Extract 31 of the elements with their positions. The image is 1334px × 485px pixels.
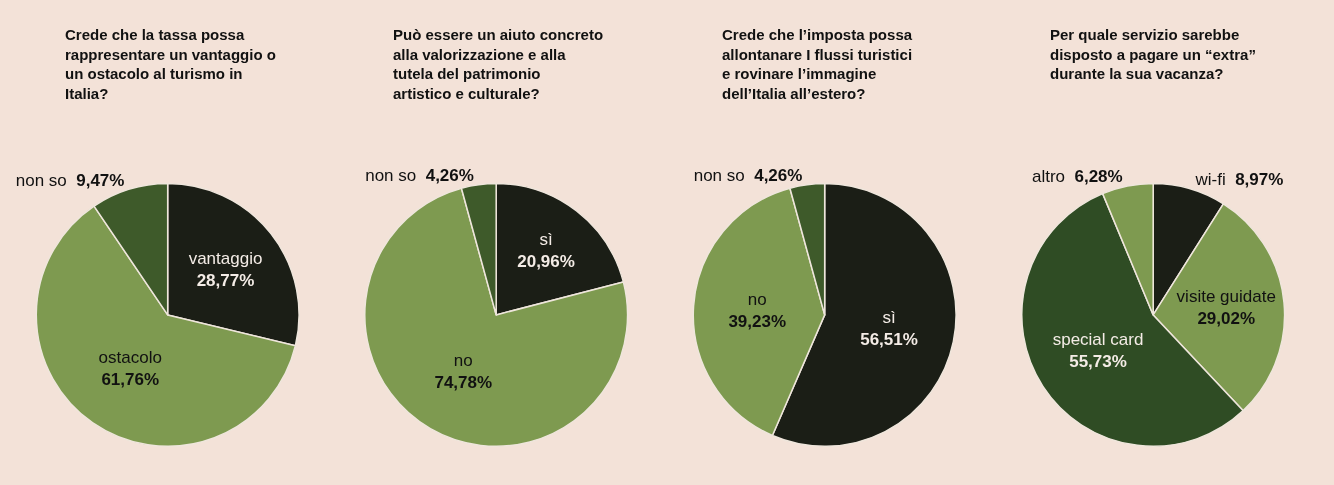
slice-label: sì — [539, 229, 553, 249]
data-label: 55,73% — [1069, 352, 1127, 372]
data-label: 74,78% — [434, 373, 493, 393]
data-label: 20,96% — [517, 252, 575, 271]
slice-label: sì — [882, 307, 896, 327]
slice-label: special card — [1052, 330, 1144, 350]
data-label: 56,51% — [860, 329, 918, 349]
chart-title: Può essere un aiuto concreto alla valorizzazione e alla tutela del patrimonio artistico e culturale? — [393, 26, 604, 102]
data-label: 6,28% — [1074, 167, 1123, 187]
chart-title: Crede che l’imposta possa allontanare I flussi turistici e rovinare l’immagine dell’Italia all’estero? — [722, 26, 913, 102]
slice-label: no — [747, 289, 767, 309]
slice-label: no — [453, 351, 473, 371]
slice-label: wi-fi — [1195, 170, 1226, 190]
data-label: 4,26% — [425, 165, 474, 185]
data-label: 9,47% — [76, 171, 125, 191]
slice-label: ostacolo — [98, 348, 162, 368]
data-label: 29,02% — [1197, 309, 1256, 329]
pie-slice — [364, 187, 629, 447]
data-label: 39,23% — [728, 311, 787, 331]
data-label: 8,97% — [1235, 170, 1284, 190]
chart-title: Crede che la tassa possa rappresentare un vantaggio o un ostacolo al turismo in Italia? — [65, 26, 276, 102]
data-label: 61,76% — [101, 370, 160, 390]
slice-label: non so — [15, 171, 67, 191]
slice-label: visite guidate — [1176, 287, 1276, 307]
slice-label: non so — [693, 165, 745, 185]
chart-title: Per quale servizio sarebbe disposto a pagare un “extra” durante la sua vacanza? — [1050, 26, 1256, 82]
slice-label: altro — [1031, 167, 1066, 187]
slice-label: vantaggio — [188, 248, 263, 268]
data-label: 4,26% — [754, 165, 803, 185]
slice-label: non so — [365, 165, 417, 185]
data-label: 28,77% — [196, 270, 255, 290]
